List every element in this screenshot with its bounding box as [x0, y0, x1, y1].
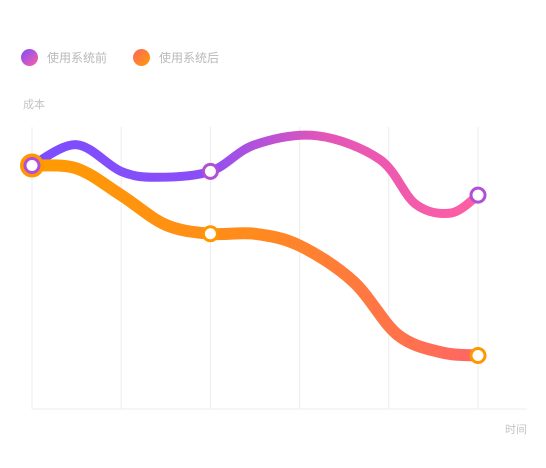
grid: [31, 127, 527, 410]
legend-swatch-before: [21, 49, 38, 66]
data-point-before-1[interactable]: [201, 162, 219, 180]
legend-swatch-after: [133, 49, 151, 66]
series-line-before[interactable]: [27, 130, 483, 218]
series-line-after[interactable]: [26, 159, 484, 362]
legend-label-after: 使用系统后: [159, 51, 220, 65]
data-point-after-2[interactable]: [469, 347, 487, 365]
series-layer: [26, 130, 484, 362]
legend-item-before[interactable]: 使用系统前: [21, 49, 107, 66]
y-axis-label: 成本: [23, 98, 45, 111]
data-point-before-2[interactable]: [469, 186, 487, 204]
data-point-after-1[interactable]: [201, 225, 219, 243]
x-axis-label: 时间: [505, 423, 527, 436]
marker-layer: [20, 153, 487, 365]
data-point-before-0[interactable]: [23, 156, 41, 174]
legend-label-before: 使用系统前: [47, 51, 108, 65]
chart-legend: 使用系统前 使用系统后: [21, 49, 245, 66]
legend-item-after[interactable]: 使用系统后: [133, 49, 219, 66]
